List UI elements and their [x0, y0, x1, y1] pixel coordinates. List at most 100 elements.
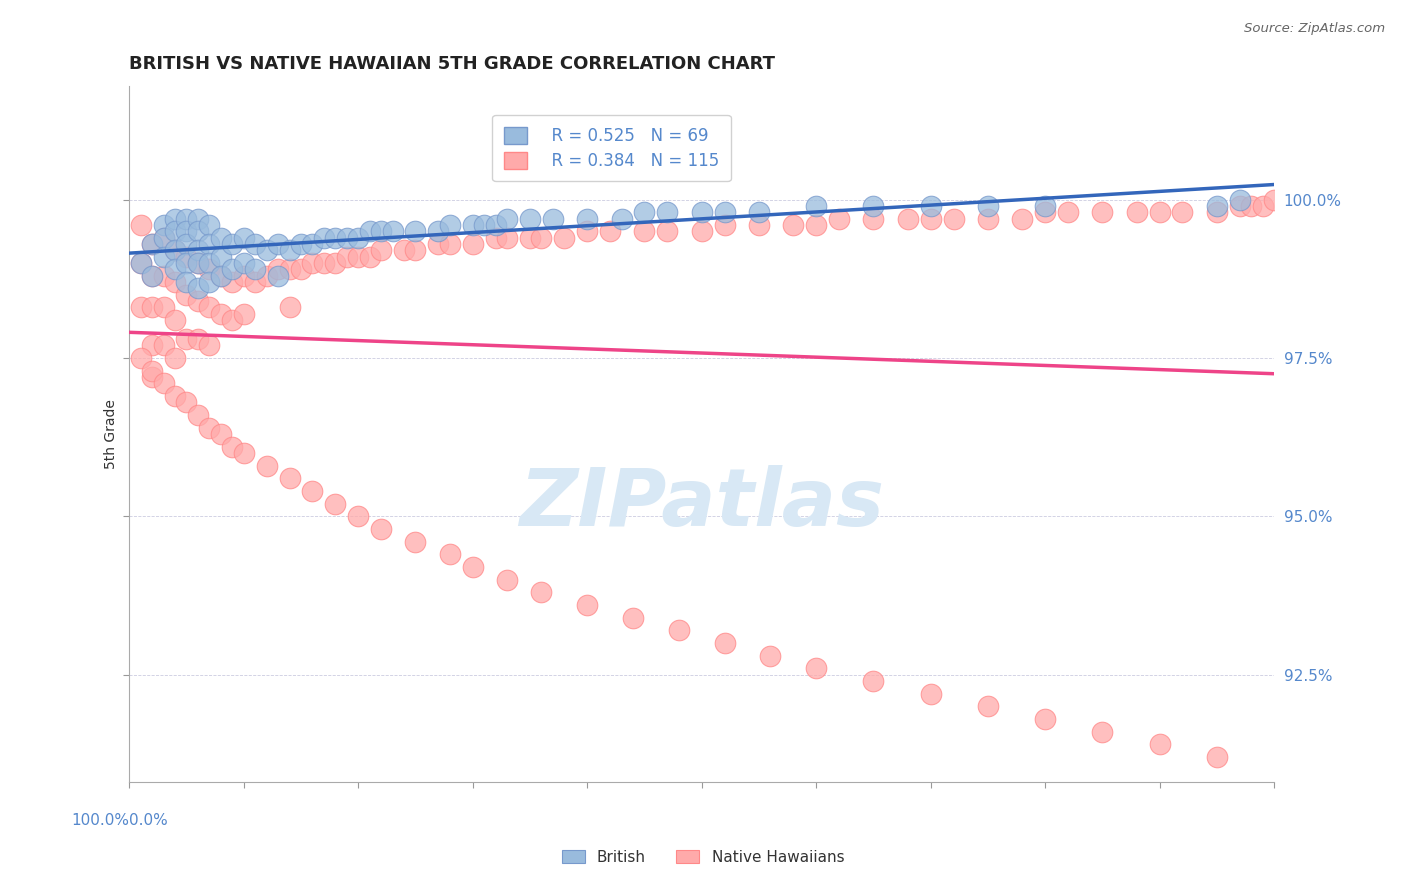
Text: BRITISH VS NATIVE HAWAIIAN 5TH GRADE CORRELATION CHART: BRITISH VS NATIVE HAWAIIAN 5TH GRADE COR…	[129, 55, 775, 73]
Point	[610, 211, 633, 226]
Point	[267, 237, 290, 252]
Point	[187, 256, 209, 270]
Point	[576, 224, 599, 238]
Point	[1033, 199, 1056, 213]
Point	[461, 237, 484, 252]
Point	[484, 231, 506, 245]
Legend:   R = 0.525   N = 69,   R = 0.384   N = 115: R = 0.525 N = 69, R = 0.384 N = 115	[492, 115, 731, 181]
Point	[323, 256, 346, 270]
Point	[187, 281, 209, 295]
Point	[152, 231, 174, 245]
Point	[141, 301, 163, 315]
Point	[541, 211, 564, 226]
Point	[862, 211, 884, 226]
Point	[862, 674, 884, 689]
Point	[530, 585, 553, 599]
Point	[141, 268, 163, 283]
Point	[152, 218, 174, 232]
Point	[278, 262, 301, 277]
Point	[713, 636, 735, 650]
Point	[690, 224, 713, 238]
Point	[1091, 205, 1114, 219]
Point	[232, 446, 254, 460]
Point	[519, 211, 541, 226]
Point	[336, 231, 359, 245]
Point	[129, 218, 152, 232]
Point	[633, 224, 655, 238]
Point	[198, 262, 221, 277]
Point	[198, 256, 221, 270]
Point	[152, 250, 174, 264]
Point	[221, 275, 243, 289]
Point	[163, 313, 186, 327]
Point	[530, 231, 553, 245]
Point	[599, 224, 621, 238]
Point	[163, 275, 186, 289]
Point	[243, 237, 266, 252]
Point	[657, 224, 679, 238]
Point	[359, 224, 381, 238]
Point	[748, 205, 770, 219]
Point	[1171, 205, 1194, 219]
Point	[141, 370, 163, 384]
Point	[301, 256, 323, 270]
Point	[576, 211, 599, 226]
Point	[141, 268, 163, 283]
Point	[176, 224, 198, 238]
Point	[370, 244, 392, 258]
Point	[176, 332, 198, 346]
Point	[404, 244, 426, 258]
Point	[163, 351, 186, 365]
Point	[828, 211, 851, 226]
Point	[427, 224, 450, 238]
Point	[221, 440, 243, 454]
Point	[1091, 724, 1114, 739]
Point	[461, 218, 484, 232]
Point	[152, 268, 174, 283]
Point	[152, 231, 174, 245]
Point	[496, 211, 519, 226]
Point	[278, 244, 301, 258]
Point	[1263, 193, 1285, 207]
Point	[553, 231, 575, 245]
Point	[243, 262, 266, 277]
Point	[347, 509, 370, 524]
Point	[359, 250, 381, 264]
Point	[713, 218, 735, 232]
Point	[977, 699, 1000, 714]
Point	[129, 351, 152, 365]
Point	[1251, 199, 1274, 213]
Point	[404, 224, 426, 238]
Point	[209, 250, 232, 264]
Point	[163, 262, 186, 277]
Point	[633, 205, 655, 219]
Point	[141, 364, 163, 378]
Point	[129, 256, 152, 270]
Point	[176, 211, 198, 226]
Point	[232, 268, 254, 283]
Point	[176, 395, 198, 409]
Point	[472, 218, 495, 232]
Point	[221, 262, 243, 277]
Point	[713, 205, 735, 219]
Point	[221, 237, 243, 252]
Point	[267, 262, 290, 277]
Point	[1205, 205, 1227, 219]
Point	[243, 275, 266, 289]
Point	[198, 237, 221, 252]
Point	[381, 224, 404, 238]
Point	[439, 218, 461, 232]
Point	[496, 573, 519, 587]
Point	[176, 256, 198, 270]
Point	[312, 231, 335, 245]
Point	[657, 205, 679, 219]
Point	[163, 224, 186, 238]
Point	[977, 199, 1000, 213]
Point	[897, 211, 920, 226]
Point	[198, 218, 221, 232]
Point	[187, 244, 209, 258]
Point	[209, 307, 232, 321]
Point	[370, 522, 392, 536]
Point	[163, 244, 186, 258]
Point	[782, 218, 804, 232]
